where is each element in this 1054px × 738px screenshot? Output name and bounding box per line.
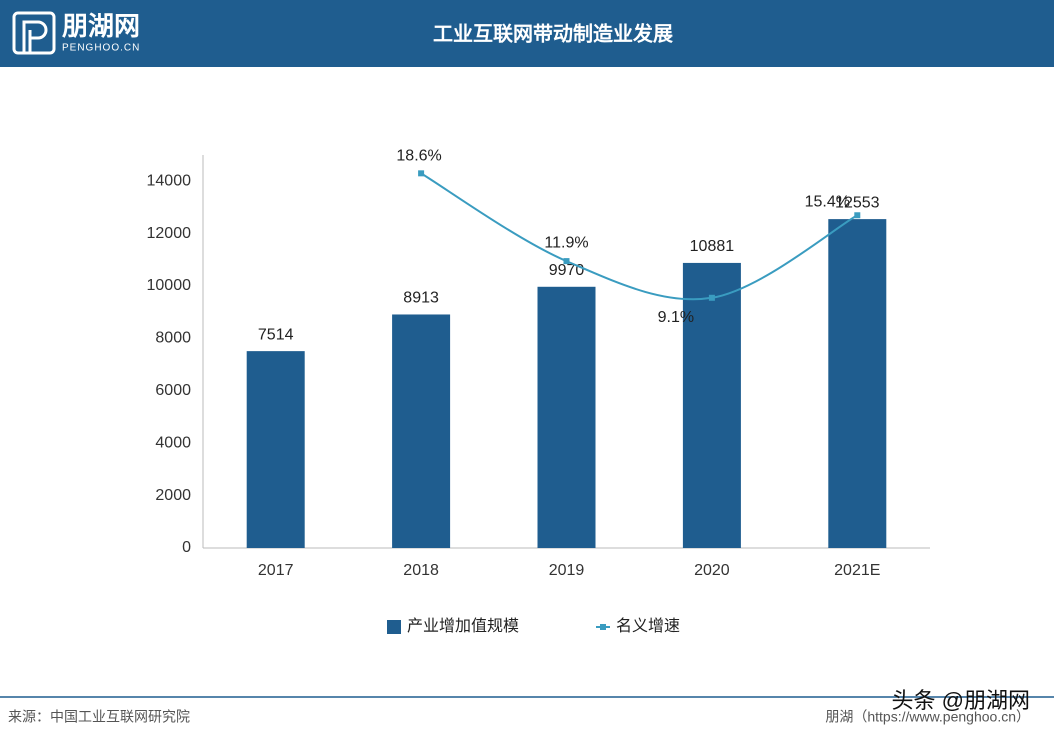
y-tick-label: 14000 <box>147 172 192 189</box>
legend-swatch <box>387 620 401 634</box>
line-marker <box>708 294 715 301</box>
line <box>420 172 858 301</box>
y-tick-label: 12000 <box>147 225 192 242</box>
line-value-label: 18.6% <box>396 148 441 165</box>
y-tick-label: 6000 <box>155 382 191 399</box>
bar <box>682 262 741 548</box>
bar-value-label: 12553 <box>835 194 880 211</box>
x-tick-label: 2021E <box>834 562 880 579</box>
line-value-label: 9.1% <box>658 309 694 326</box>
line-value-label: 11.9% <box>544 234 588 251</box>
bar-value-label: 10881 <box>690 238 735 255</box>
x-tick-label: 2017 <box>258 562 294 579</box>
y-tick-label: 2000 <box>155 487 191 504</box>
bar-value-label: 9970 <box>549 262 585 279</box>
x-tick-label: 2018 <box>403 562 439 579</box>
logo-text: 朋湖网 <box>62 11 140 41</box>
line-marker <box>563 258 570 265</box>
page-title: 工业互联网带动制造业发展 <box>433 21 673 45</box>
line-value-label: 15.4% <box>805 193 850 210</box>
y-tick-label: 8000 <box>155 330 191 347</box>
footer-site: 朋湖（https://www.penghoo.cn） <box>825 709 1030 725</box>
bar <box>392 314 451 548</box>
y-tick-label: 0 <box>182 539 191 556</box>
footer-source: 来源：中国工业互联网研究院 <box>8 709 190 725</box>
bar <box>246 351 305 548</box>
x-tick-label: 2019 <box>549 562 585 579</box>
y-tick-label: 10000 <box>147 277 192 294</box>
y-tick-label: 4000 <box>155 434 191 451</box>
logo-icon <box>12 11 56 55</box>
legend-label: 名义增速 <box>616 617 680 635</box>
legend-label: 产业增加值规模 <box>407 617 519 635</box>
line-marker <box>854 212 861 219</box>
bar <box>537 286 596 548</box>
bar-value-label: 8913 <box>403 290 439 307</box>
x-tick-label: 2020 <box>694 562 730 579</box>
bar <box>828 219 887 549</box>
bar-value-label: 7514 <box>258 326 294 343</box>
legend-swatch <box>600 624 606 630</box>
line-marker <box>418 170 425 177</box>
logo-subtext: PENGHOO.CN <box>62 43 140 54</box>
header-bar <box>0 0 1054 67</box>
watermark: 头条 @朋湖网 <box>892 688 1030 713</box>
